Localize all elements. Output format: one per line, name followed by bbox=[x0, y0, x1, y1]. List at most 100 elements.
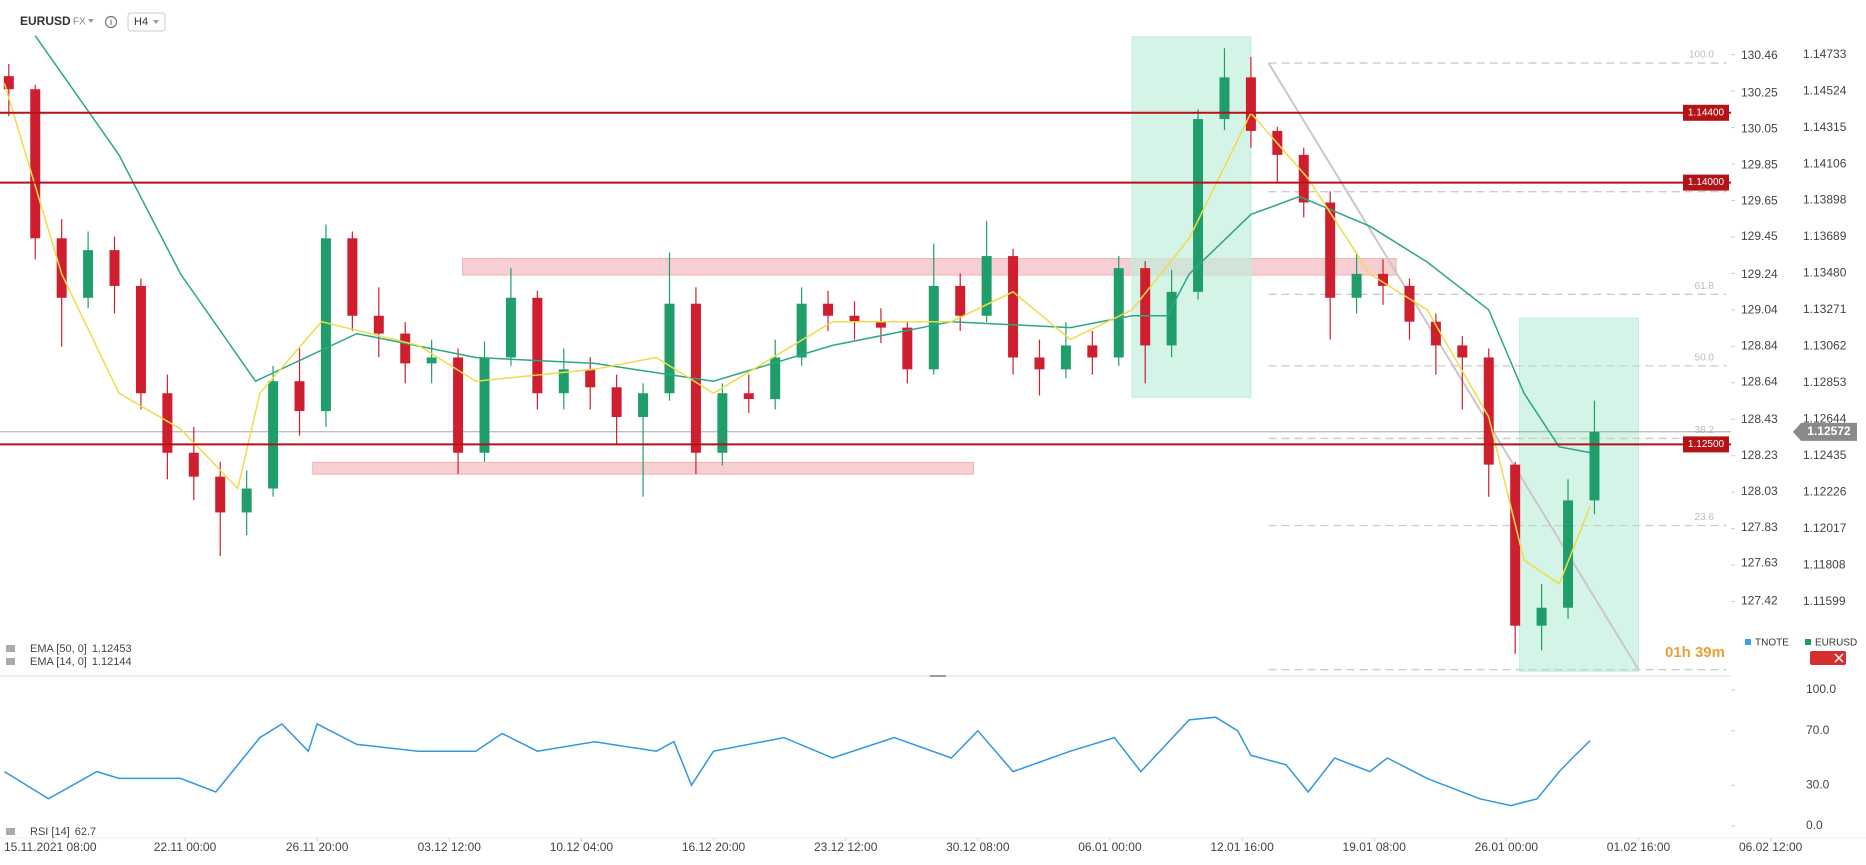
y2-tick-label: 129.85 bbox=[1741, 157, 1778, 171]
y2-tick-label: 130.25 bbox=[1741, 86, 1778, 100]
x-tick-label: 01.02 16:00 bbox=[1607, 840, 1671, 854]
legend-swatch bbox=[1805, 639, 1811, 645]
candle-body bbox=[1060, 345, 1071, 370]
timeframe-dropdown bbox=[153, 20, 159, 24]
x-tick-label: 30.12 08:00 bbox=[946, 840, 1010, 854]
x-tick-label: 03.12 12:00 bbox=[418, 840, 482, 854]
candle-body bbox=[1510, 464, 1521, 626]
toolbar: EURUSD FX H4 bbox=[20, 12, 166, 32]
candle-body bbox=[1325, 202, 1336, 298]
remove-button[interactable] bbox=[1810, 651, 1846, 665]
zone bbox=[461, 258, 1397, 276]
candle-body bbox=[30, 89, 41, 239]
candle-body bbox=[558, 369, 569, 394]
indicator-name: EMA [14, 0] bbox=[30, 656, 87, 668]
candle-body bbox=[1483, 357, 1494, 465]
x-tick-label: 15.11.2021 08:00 bbox=[4, 840, 97, 854]
info-icon[interactable] bbox=[104, 15, 118, 29]
series-line bbox=[3, 83, 1591, 585]
y-tick-label: 1.14524 bbox=[1803, 83, 1847, 97]
candle-body bbox=[1034, 357, 1045, 370]
candle-body bbox=[1563, 500, 1574, 608]
fib-label: 100.0 bbox=[1689, 50, 1714, 61]
series-line bbox=[34, 35, 1591, 454]
candle-body bbox=[585, 369, 596, 388]
candle-body bbox=[955, 285, 966, 316]
candle-body bbox=[56, 238, 67, 298]
current-price-label: 1.12572 bbox=[1807, 424, 1851, 438]
candle-body bbox=[981, 256, 992, 316]
fib-label: 50.0 bbox=[1695, 352, 1715, 363]
y-tick-label: 1.12853 bbox=[1803, 375, 1847, 389]
x-tick-label: 23.12 12:00 bbox=[814, 840, 878, 854]
legend-label: TNOTE bbox=[1755, 638, 1789, 649]
candle-body bbox=[188, 452, 199, 477]
candle-body bbox=[638, 393, 649, 417]
y-tick-label: 1.14733 bbox=[1803, 47, 1847, 61]
price-level-tag bbox=[1683, 174, 1729, 191]
candle-body bbox=[268, 381, 279, 489]
candle-body bbox=[1298, 154, 1309, 203]
y2-tick-label: 129.24 bbox=[1741, 267, 1778, 281]
y-tick-label: 30.0 bbox=[1806, 777, 1830, 791]
y2-tick-label: 128.03 bbox=[1741, 484, 1778, 498]
candle-body bbox=[796, 303, 807, 358]
candle-body bbox=[717, 393, 728, 453]
candle-body bbox=[1589, 431, 1600, 501]
candle-body bbox=[135, 285, 146, 394]
price-level-label: 1.14400 bbox=[1688, 107, 1725, 118]
candle-body bbox=[1404, 285, 1415, 322]
y-tick-label: 1.12644 bbox=[1803, 411, 1847, 425]
indicator-value: 62.7 bbox=[75, 826, 96, 838]
candle-body bbox=[743, 393, 754, 400]
x-tick-label: 19.01 08:00 bbox=[1343, 840, 1407, 854]
timer: 01h 39m bbox=[1665, 644, 1725, 661]
candle-body bbox=[1536, 607, 1547, 626]
market-dropdown[interactable] bbox=[88, 19, 94, 23]
candle-body bbox=[611, 387, 622, 417]
symbol[interactable]: EURUSD bbox=[20, 14, 71, 28]
legend-swatch bbox=[1745, 639, 1751, 645]
zones: 100.078.661.850.038.223.6 bbox=[0, 36, 1731, 672]
candle-body bbox=[241, 488, 252, 513]
price-level-label: 1.12500 bbox=[1688, 439, 1725, 450]
candle-body bbox=[1457, 345, 1468, 358]
indicator-icon bbox=[6, 658, 15, 665]
y-tick-label: 1.13689 bbox=[1803, 229, 1847, 243]
y-tick-label: 1.14315 bbox=[1803, 120, 1847, 134]
y-tick-label: 1.13898 bbox=[1803, 193, 1847, 207]
y-tick-label: 70.0 bbox=[1806, 723, 1830, 737]
candle-body bbox=[3, 76, 14, 90]
plot: 1.14400 1.14000 1.12500 bbox=[0, 35, 1731, 807]
y-tick-label: 1.14106 bbox=[1803, 156, 1847, 170]
x-tick-label: 12.01 16:00 bbox=[1210, 840, 1274, 854]
legend-label: EURUSD bbox=[1815, 638, 1857, 649]
candle-body bbox=[215, 476, 226, 513]
candle-body bbox=[902, 327, 913, 370]
candle-body bbox=[294, 381, 305, 412]
y2-tick-label: 130.46 bbox=[1741, 48, 1778, 62]
candle-body bbox=[664, 303, 675, 394]
candle-body bbox=[1219, 77, 1230, 120]
candle-body bbox=[532, 297, 543, 394]
candle-body bbox=[83, 250, 94, 298]
y-tick-label: 1.12017 bbox=[1803, 521, 1847, 535]
x-tick-label: 06.01 00:00 bbox=[1078, 840, 1142, 854]
y-tick-label: 1.12435 bbox=[1803, 448, 1847, 462]
candle-body bbox=[1087, 345, 1098, 358]
timeframe[interactable]: H4 bbox=[134, 16, 148, 28]
candle-body bbox=[373, 315, 384, 334]
remove-icon bbox=[1834, 653, 1844, 663]
candle-body bbox=[1378, 273, 1389, 286]
trend-line bbox=[1267, 62, 1640, 671]
candle-body bbox=[875, 321, 886, 328]
y2-tick-label: 128.43 bbox=[1741, 412, 1778, 426]
fib-label: 23.6 bbox=[1695, 512, 1715, 523]
current-price-tag bbox=[1793, 422, 1857, 441]
y-tick-label: 1.13480 bbox=[1803, 266, 1847, 280]
series-line bbox=[4, 716, 1591, 807]
timeframe-box[interactable] bbox=[127, 12, 166, 32]
x-tick-label: 16.12 20:00 bbox=[682, 840, 746, 854]
